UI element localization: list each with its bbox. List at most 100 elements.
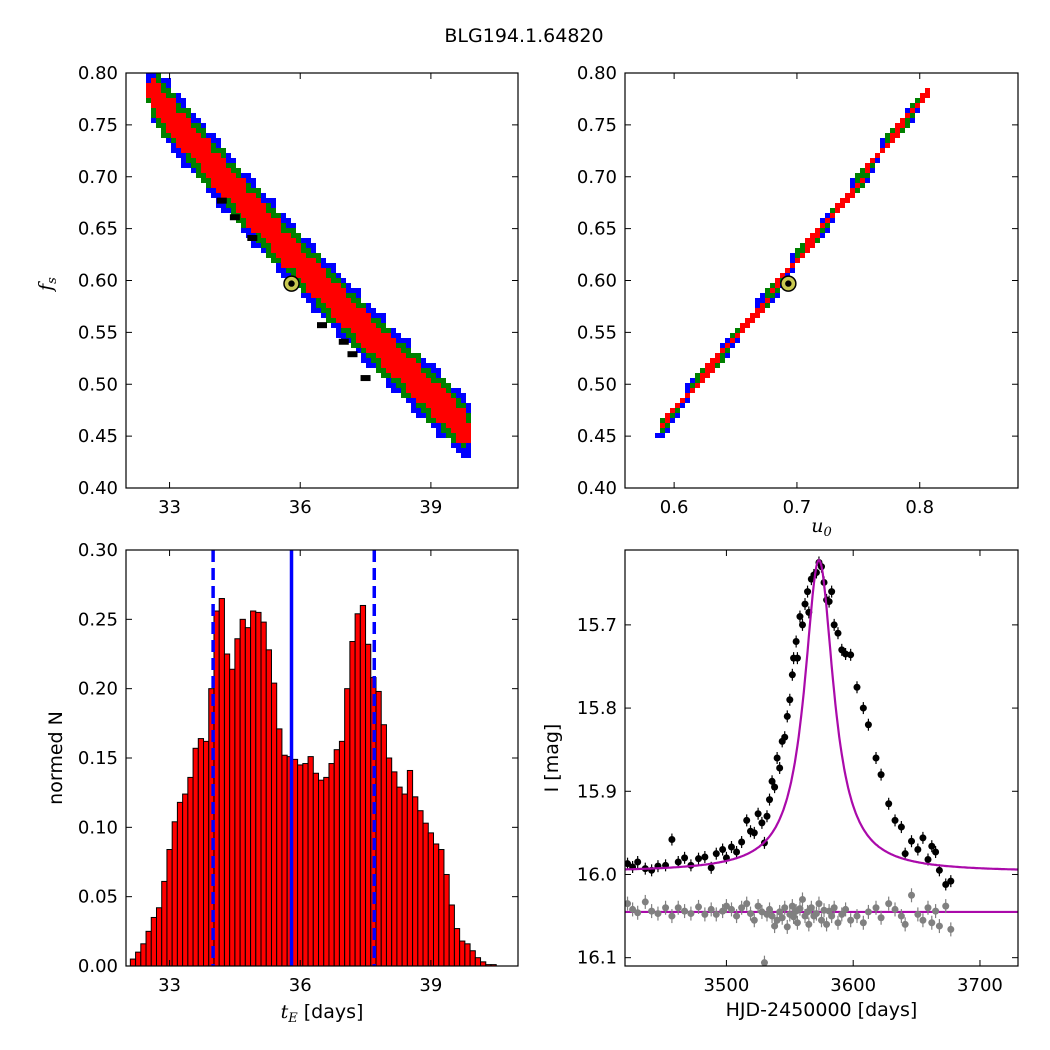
density-peak-cell <box>216 197 227 204</box>
histogram-bar <box>474 957 482 967</box>
residual-point <box>790 913 798 921</box>
histogram-bar <box>438 849 445 967</box>
residual-point <box>897 912 905 920</box>
density-peak-cell <box>247 235 258 241</box>
residual-point <box>834 919 842 927</box>
data-point <box>695 855 703 863</box>
histogram-bar <box>281 754 288 967</box>
y-tick-label: 15.8 <box>577 698 617 719</box>
histogram-bar <box>182 793 189 967</box>
data-point <box>885 800 893 808</box>
histogram-bar <box>302 763 309 967</box>
y-tick-label: 0.55 <box>78 322 118 343</box>
histogram-bar <box>480 961 487 967</box>
density-peak-cell <box>317 322 327 329</box>
residual-point <box>793 919 801 927</box>
residual-point <box>695 903 703 911</box>
y-axis-label: fs <box>35 277 60 293</box>
histogram-bar <box>459 940 466 967</box>
residual-point <box>877 914 885 922</box>
residual-point <box>859 919 867 927</box>
y-tick-label: 0.80 <box>78 63 118 84</box>
residual-point <box>788 902 796 910</box>
histogram-bar <box>333 749 340 967</box>
residual-point <box>707 905 715 913</box>
x-axis-label: HJD-2450000 [days] <box>726 999 918 1021</box>
residual-point <box>823 920 831 928</box>
residual-point <box>798 895 806 903</box>
residual-point <box>722 902 730 910</box>
histogram-bar <box>187 776 194 967</box>
histogram-bar <box>129 958 137 967</box>
x-axis-label-main: t <box>281 1001 289 1023</box>
data-point <box>743 816 751 824</box>
x-tick-label: 0.6 <box>660 497 689 518</box>
histogram-bar <box>197 738 205 967</box>
x-axis-label: u0 <box>811 515 832 540</box>
data-point <box>801 600 809 608</box>
best-fit-center <box>288 280 295 287</box>
y-axis-label-sub: s <box>45 277 60 284</box>
y-tick-label: 0.65 <box>577 219 617 240</box>
histogram-bar <box>380 724 387 967</box>
residual-point <box>747 910 755 918</box>
data-point <box>830 621 838 629</box>
residual-point <box>812 910 820 918</box>
residual-point <box>901 920 909 928</box>
histogram-bar <box>229 668 236 967</box>
y-axis-label-main: f <box>35 281 57 293</box>
histogram-bar <box>250 610 257 967</box>
residual-point <box>681 907 689 915</box>
y-tick-label: 0.40 <box>577 478 617 499</box>
y-tick-label: 0.65 <box>78 219 118 240</box>
residual-point <box>847 916 855 924</box>
data-point <box>758 819 766 827</box>
data-point <box>897 823 905 831</box>
data-point <box>847 651 855 659</box>
y-tick-label: 0.75 <box>577 115 617 136</box>
y-tick-label: 0.25 <box>78 609 118 630</box>
residual-point <box>771 922 779 930</box>
data-point <box>859 704 867 712</box>
x-tick-label: 39 <box>419 497 442 518</box>
y-tick-label: 0.00 <box>78 956 118 977</box>
x-tick-label: 0.7 <box>783 497 812 518</box>
data-point <box>825 598 833 606</box>
data-point <box>771 783 779 791</box>
residual-point <box>853 912 861 920</box>
residual-point <box>914 910 922 918</box>
residual-point <box>754 902 762 910</box>
x-axis-label-main: u <box>811 515 823 537</box>
histogram-bar <box>260 621 267 967</box>
data-point <box>891 816 899 824</box>
data-point <box>776 764 784 772</box>
best-fit-center <box>785 280 792 287</box>
histogram-bar <box>433 843 440 967</box>
x-tick-label: 33 <box>158 497 181 518</box>
y-tick-label: 0.05 <box>78 887 118 908</box>
histogram-bar <box>276 728 283 967</box>
data-point <box>786 696 794 704</box>
data-point <box>733 848 741 856</box>
residual-point <box>947 925 955 933</box>
y-tick-label: 0.10 <box>78 817 118 838</box>
residual-point <box>634 909 642 917</box>
data-point <box>738 838 746 846</box>
y-tick-label: 0.50 <box>577 374 617 395</box>
data-point <box>634 858 642 866</box>
x-axis-label-sub: E <box>287 1011 298 1026</box>
histogram-bar <box>385 757 393 967</box>
y-tick-label: 0.70 <box>78 167 118 188</box>
x-tick-label: 33 <box>158 975 181 996</box>
y-tick-label: 0.40 <box>78 478 118 499</box>
histogram-bar <box>192 747 199 967</box>
data-point <box>701 853 709 861</box>
residual-point <box>629 905 637 913</box>
data-point <box>768 777 776 785</box>
histogram-bar <box>318 779 325 967</box>
density-peak-cell <box>338 338 349 345</box>
data-point <box>928 842 936 850</box>
residual-point <box>760 959 768 966</box>
panel-fs-vs-u0: 0.6 0.7 0.8 0.40 0.45 0.50 0.55 0.60 0.65 0.70 0.7… <box>577 63 1019 540</box>
